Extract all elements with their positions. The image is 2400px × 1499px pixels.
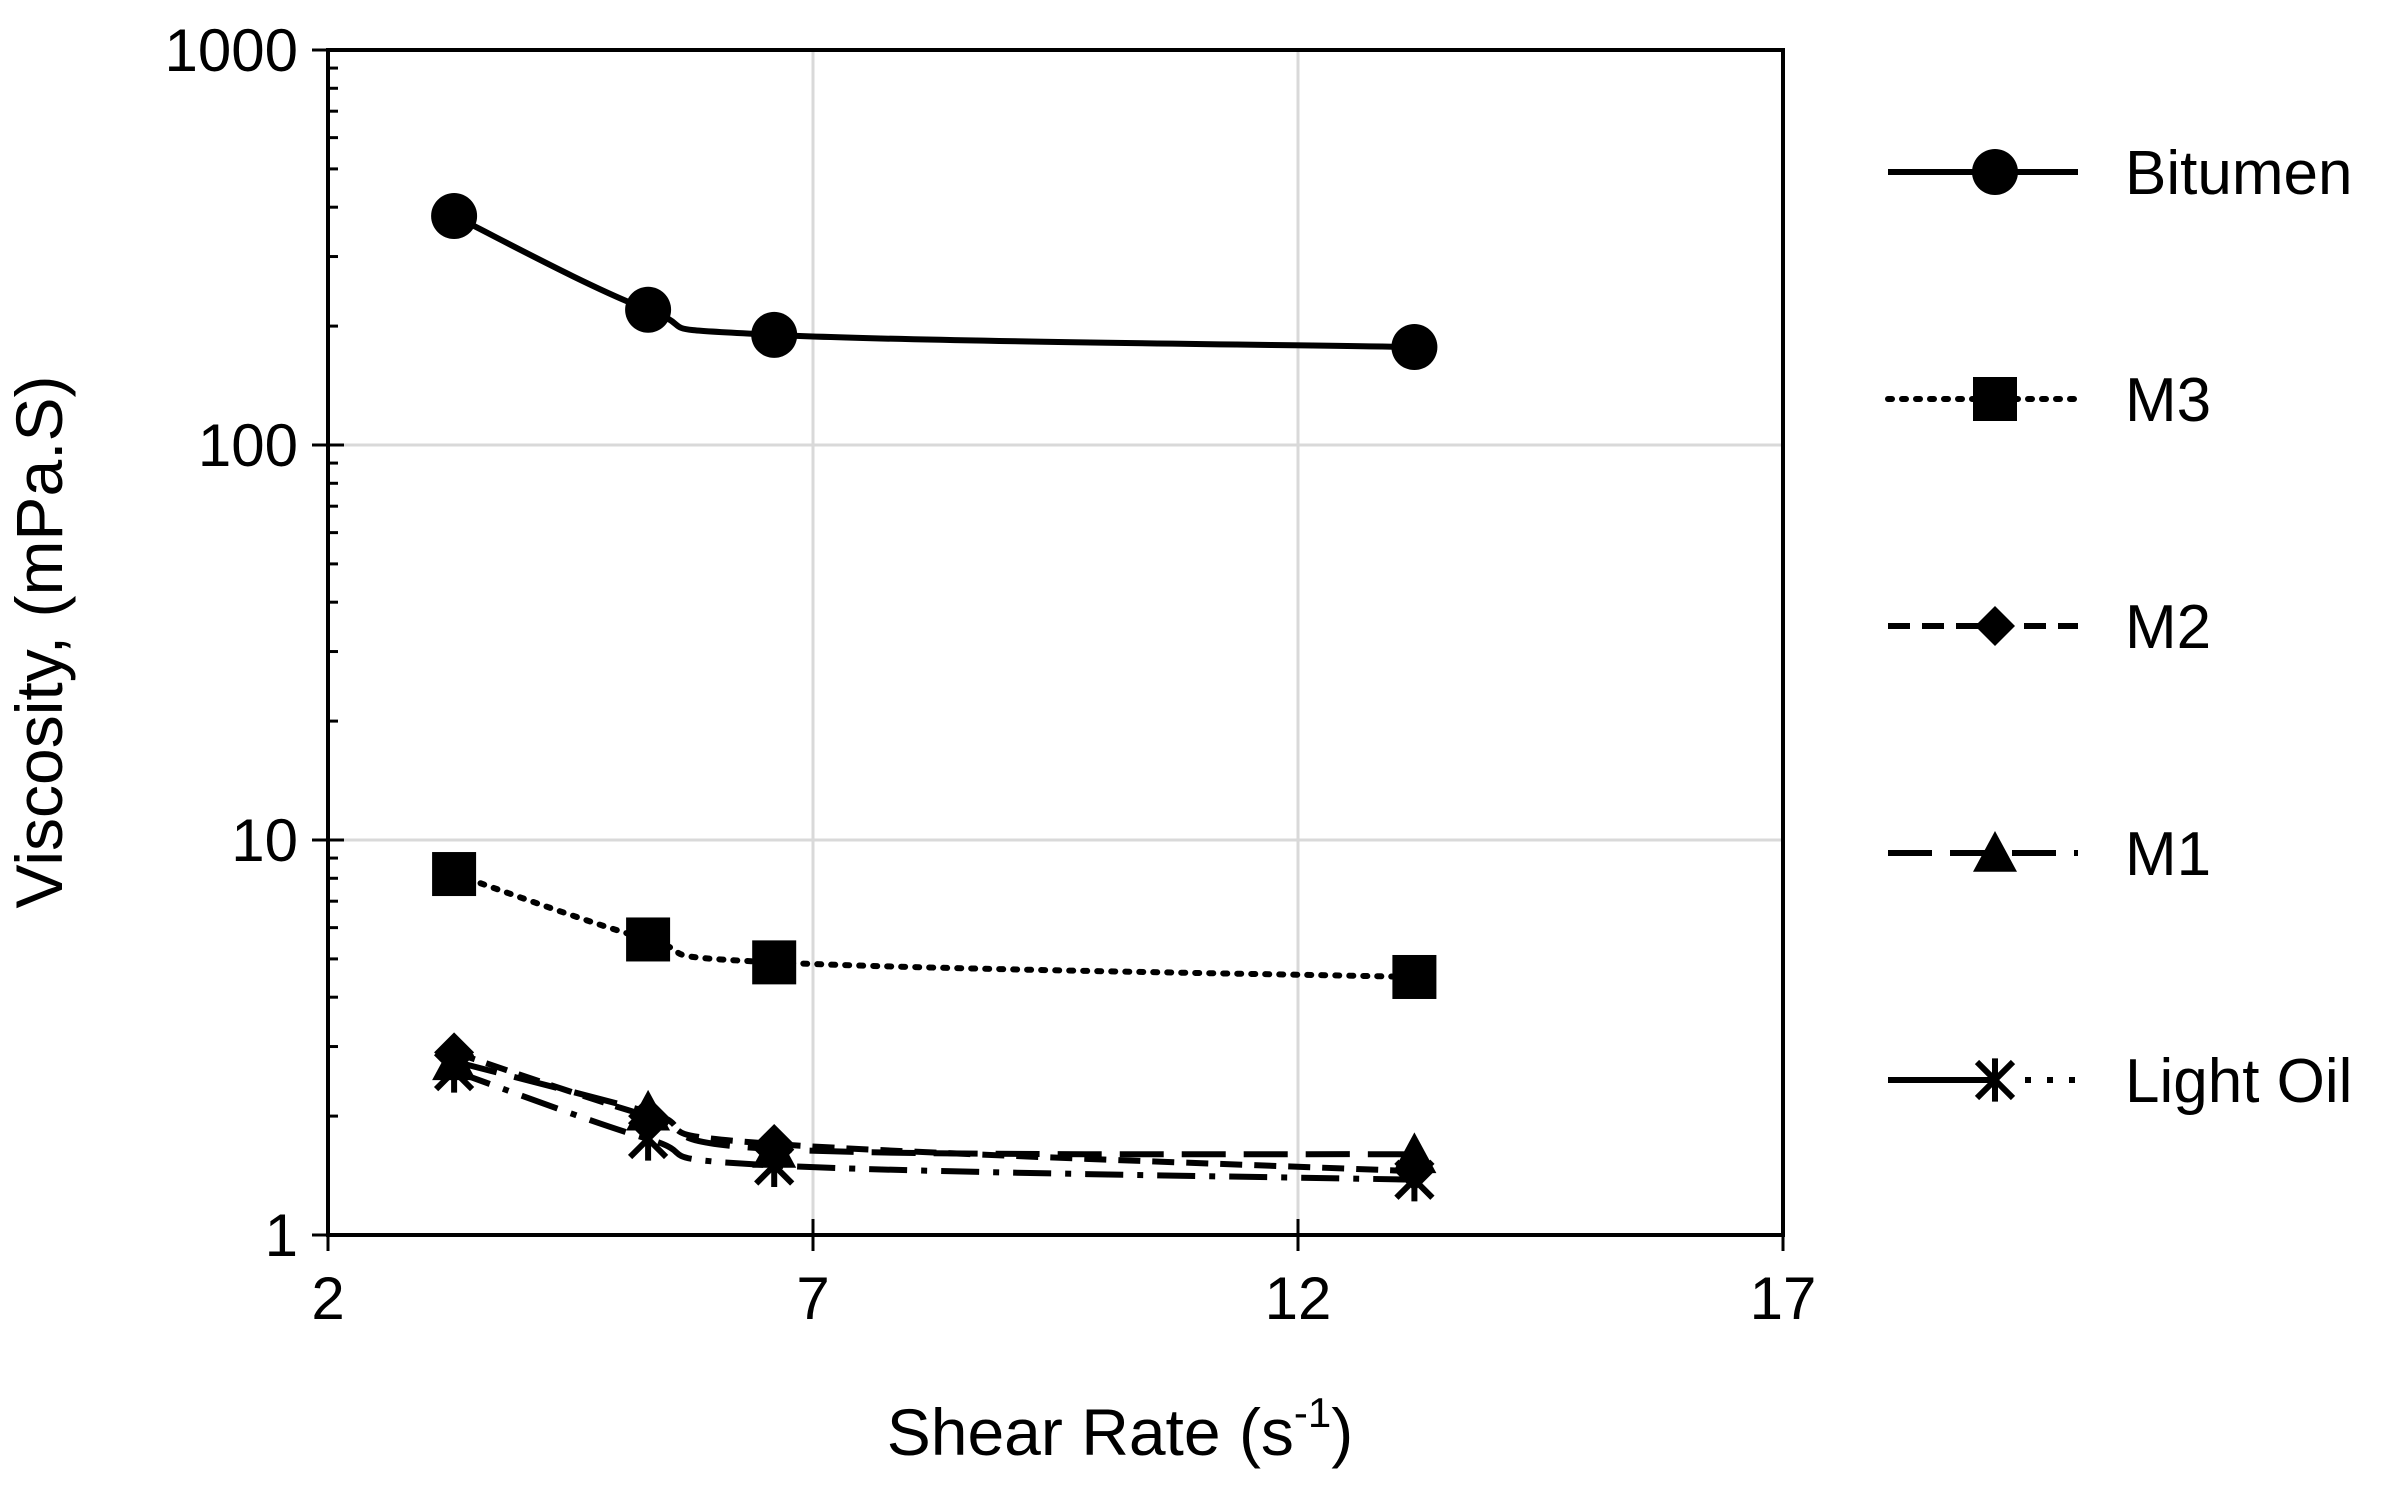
x-axis-title: Shear Rate (s-1) bbox=[887, 1389, 1354, 1469]
x-tick-label: 2 bbox=[311, 1265, 344, 1332]
data-point-m2 bbox=[754, 1123, 795, 1164]
legend-item-m3: M3 bbox=[1885, 366, 2211, 435]
data-point-m2 bbox=[434, 1032, 475, 1073]
series-layer bbox=[431, 192, 1438, 1202]
series-line-m1 bbox=[453, 1058, 1415, 1158]
legend-item-bitumen: Bitumen bbox=[1888, 139, 2352, 208]
series-bitumen bbox=[431, 192, 1438, 371]
data-point-bitumen bbox=[431, 192, 478, 239]
y-axis-title: Viscosity, (mPa.S) bbox=[2, 376, 76, 909]
legend-label-light-oil: Light Oil bbox=[2125, 1047, 2352, 1116]
data-point-m2 bbox=[1394, 1151, 1435, 1192]
legend-label-m1: M1 bbox=[2125, 820, 2211, 889]
grid bbox=[328, 50, 1783, 1235]
legend-item-light-oil: Light Oil bbox=[1888, 1047, 2352, 1116]
y-tick-label: 1000 bbox=[165, 17, 298, 84]
series-m2 bbox=[434, 1032, 1435, 1192]
series-line-m2 bbox=[453, 1049, 1415, 1175]
legend-item-m1: M1 bbox=[1888, 820, 2211, 889]
legend-label-bitumen: Bitumen bbox=[2125, 139, 2352, 208]
legend-marker-m3 bbox=[1973, 377, 2017, 421]
series-m3 bbox=[432, 852, 1437, 999]
x-tick-label: 17 bbox=[1750, 1265, 1817, 1332]
axes: 1 10 100 1000 2 7 12 17 bbox=[165, 17, 1817, 1332]
legend-marker-light-oil bbox=[1974, 1058, 2016, 1102]
x-axis-title-close: ) bbox=[1331, 1395, 1353, 1469]
data-point-m3 bbox=[1392, 954, 1437, 999]
data-point-m3 bbox=[752, 940, 797, 985]
x-tick-label: 7 bbox=[796, 1265, 829, 1332]
series-line-m3 bbox=[451, 871, 1418, 980]
legend-item-m2: M2 bbox=[1888, 593, 2211, 662]
legend-marker-m2 bbox=[1975, 606, 2015, 646]
plot-area-frame bbox=[326, 48, 1785, 1237]
series-line-bitumen bbox=[452, 213, 1415, 351]
y-tick-label: 10 bbox=[231, 807, 298, 874]
data-point-bitumen bbox=[625, 286, 672, 333]
x-axis-title-superscript: -1 bbox=[1294, 1389, 1331, 1436]
x-axis-title-text: Shear Rate (s bbox=[887, 1395, 1294, 1469]
legend-marker-bitumen bbox=[1972, 149, 2018, 195]
data-point-m3 bbox=[626, 917, 671, 962]
y-tick-label: 100 bbox=[198, 412, 298, 479]
y-tick-label: 1 bbox=[265, 1202, 298, 1269]
data-point-m2 bbox=[628, 1096, 669, 1137]
legend-label-m3: M3 bbox=[2125, 366, 2211, 435]
data-point-bitumen bbox=[751, 311, 798, 358]
x-tick-label: 12 bbox=[1265, 1265, 1332, 1332]
legend: Bitumen M3 M2 M1 Light Oil bbox=[1885, 139, 2352, 1116]
data-point-m3 bbox=[432, 852, 477, 897]
series-line-light-oil bbox=[453, 1068, 1415, 1183]
data-point-bitumen bbox=[1391, 324, 1438, 371]
legend-label-m2: M2 bbox=[2125, 593, 2211, 662]
legend-marker-m1 bbox=[1973, 831, 2017, 872]
